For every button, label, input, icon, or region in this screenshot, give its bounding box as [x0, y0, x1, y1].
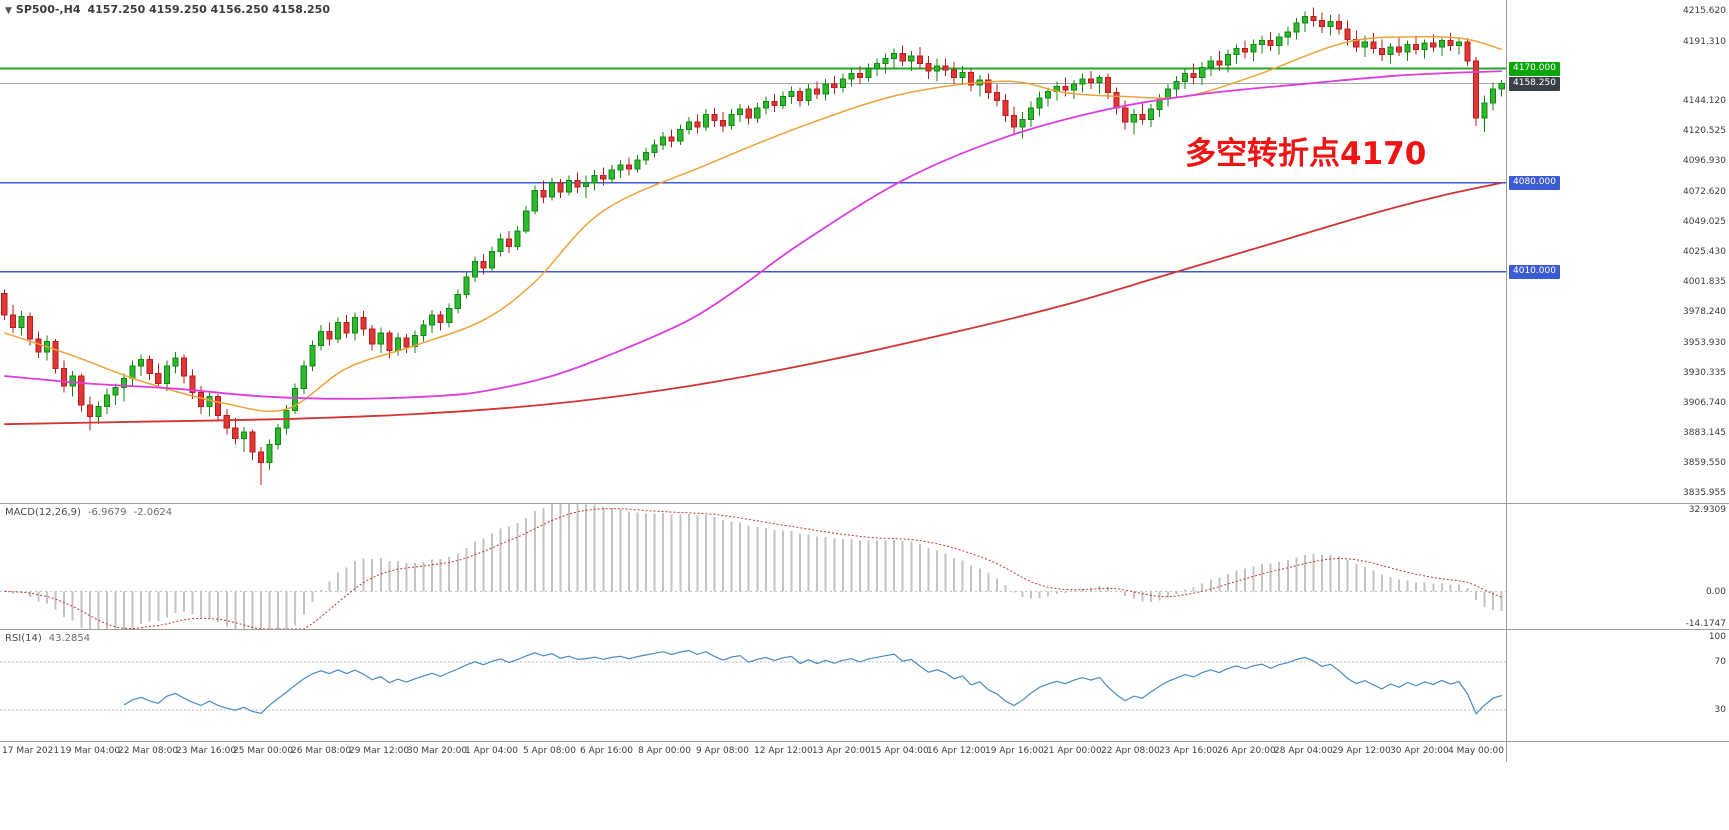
rsi-panel[interactable] [0, 630, 1506, 741]
price-tag: 4010.000 [1509, 265, 1560, 279]
chart-title-bar: ▼ SP500-,H4 4157.250 4159.250 4156.250 415… [5, 3, 330, 16]
price-axis-label: 3930.335 [1683, 368, 1726, 378]
price-axis-label: 3835.955 [1683, 488, 1726, 498]
ma-fast-line [4, 35, 1502, 413]
date-label: 30 Apr 20:00 [1390, 746, 1449, 756]
price-axis-label: 4120.525 [1683, 126, 1726, 136]
symbol-period-label: SP500-,H4 [15, 3, 81, 16]
macd-indicator-label: MACD(12,26,9) -6.9679 -2.0624 [5, 507, 172, 518]
price-axis-label: 4096.930 [1683, 156, 1726, 166]
rsi-indicator-label: RSI(14) 43.2854 [5, 633, 90, 644]
date-label: 28 Apr 04:00 [1274, 746, 1333, 756]
date-label: 22 Apr 08:00 [1101, 746, 1160, 756]
horizontal-lines [0, 67, 1506, 273]
date-label: 30 Mar 20:00 [407, 746, 468, 756]
date-label: 9 Apr 08:00 [696, 746, 749, 756]
date-label: 21 Apr 00:00 [1043, 746, 1102, 756]
price-axis-label: 3883.145 [1683, 428, 1726, 438]
macd-panel[interactable] [0, 504, 1506, 629]
date-label: 19 Mar 04:00 [60, 746, 121, 756]
date-label: 16 Apr 12:00 [927, 746, 986, 756]
macd-name: MACD(12,26,9) [5, 507, 81, 518]
date-label: 26 Mar 08:00 [291, 746, 352, 756]
date-label: 19 Apr 16:00 [985, 746, 1044, 756]
price-axis-label: 3953.930 [1683, 338, 1726, 348]
price-axis-label: 3906.740 [1683, 398, 1726, 408]
price-tag: 4080.000 [1509, 176, 1560, 190]
macd-signal-value: -2.0624 [133, 507, 173, 518]
panel-separator [0, 503, 1729, 504]
price-axis-label: 4191.310 [1683, 37, 1726, 47]
price-tag: 4158.250 [1509, 77, 1560, 91]
ma-medium-line [4, 70, 1502, 400]
date-label: 6 Apr 16:00 [580, 746, 633, 756]
ohlc-values: 4157.250 4159.250 4156.250 4158.250 [87, 3, 330, 16]
macd-axis-label: -14.1747 [1685, 619, 1726, 629]
price-axis[interactable]: 4215.620 4191.310 4144.120 4120.525 4096.930… [1506, 0, 1729, 762]
date-label: 29 Mar 12:00 [349, 746, 410, 756]
date-label: 22 Mar 08:00 [118, 746, 179, 756]
macd-signal-line [4, 508, 1502, 629]
macd-main-value: -6.9679 [87, 507, 127, 518]
date-label: 17 Mar 2021 [2, 746, 60, 756]
date-label: 5 Apr 08:00 [523, 746, 576, 756]
panel-separator [0, 741, 1729, 742]
date-label: 13 Apr 20:00 [812, 746, 871, 756]
date-label: 1 Apr 04:00 [465, 746, 518, 756]
date-label: 23 Apr 16:00 [1159, 746, 1218, 756]
rsi-value: 43.2854 [48, 633, 91, 644]
collapse-arrow-icon[interactable]: ▼ [5, 6, 12, 16]
date-label: 25 Mar 00:00 [233, 746, 294, 756]
price-axis-label: 4001.835 [1683, 277, 1726, 287]
date-label: 8 Apr 00:00 [638, 746, 691, 756]
price-tag: 4170.000 [1509, 62, 1560, 76]
price-axis-label: 4049.025 [1683, 217, 1726, 227]
price-axis-label: 4144.120 [1683, 96, 1726, 106]
price-axis-label: 3859.550 [1683, 458, 1726, 468]
price-chart-panel[interactable] [0, 0, 1506, 503]
price-axis-label: 4072.620 [1683, 187, 1726, 197]
rsi-axis-label: 70 [1714, 657, 1726, 667]
price-axis-label: 4215.620 [1683, 6, 1726, 16]
macd-axis-label: 32.9309 [1688, 505, 1726, 515]
price-axis-label: 4025.430 [1683, 247, 1726, 257]
ma-slow-line [4, 182, 1502, 426]
date-label: 23 Mar 16:00 [176, 746, 237, 756]
date-label: 12 Apr 12:00 [754, 746, 813, 756]
macd-histogram [11, 504, 1503, 629]
price-axis-label: 3978.240 [1683, 307, 1726, 317]
text-annotation[interactable]: 多空转折点4170 [1185, 136, 1427, 172]
candles[interactable] [1, 7, 1505, 486]
macd-axis-label: 0.00 [1705, 587, 1726, 597]
rsi-name: RSI(14) [5, 633, 42, 644]
date-label: 4 May 00:00 [1448, 746, 1504, 756]
rsi-axis-label: 30 [1714, 705, 1726, 715]
rsi-line [123, 649, 1502, 715]
date-label: 15 Apr 04:00 [870, 746, 929, 756]
rsi-axis-label: 100 [1708, 632, 1726, 642]
date-label: 29 Apr 12:00 [1332, 746, 1391, 756]
panel-separator [0, 629, 1729, 630]
time-axis[interactable]: 17 Mar 2021 19 Mar 04:00 22 Mar 08:00 23 Ma… [0, 742, 1506, 762]
date-label: 26 Apr 20:00 [1217, 746, 1276, 756]
